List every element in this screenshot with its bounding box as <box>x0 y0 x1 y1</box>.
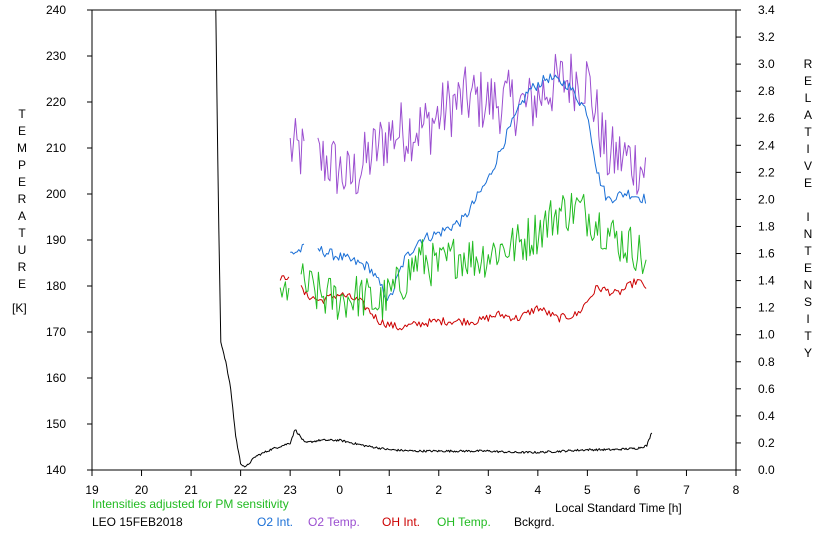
legend-item: OH Int. <box>382 515 420 529</box>
right-tick-label: 0.2 <box>758 436 775 450</box>
right-axis-title-letter: V <box>804 159 812 173</box>
left-tick-label: 180 <box>46 279 66 293</box>
x-tick-label: 3 <box>485 483 492 497</box>
right-tick-label: 2.2 <box>758 165 775 179</box>
right-axis-title-letter: I <box>806 142 809 156</box>
left-tick-label: 200 <box>46 187 66 201</box>
left-tick-label: 220 <box>46 95 66 109</box>
x-tick-label: 19 <box>85 483 99 497</box>
right-tick-label: 1.4 <box>758 274 775 288</box>
x-tick-label: 7 <box>683 483 690 497</box>
x-tick-label: 5 <box>584 483 591 497</box>
right-axis-title-letter: I <box>806 312 809 326</box>
right-axis-title-letter: T <box>804 244 812 258</box>
left-axis-unit: [K] <box>12 301 27 315</box>
right-axis-title-letter: Y <box>804 346 812 360</box>
right-axis-title-letter: E <box>804 74 812 88</box>
series-line <box>279 275 647 331</box>
left-tick-label: 160 <box>46 371 66 385</box>
right-axis-title-letter: L <box>805 91 812 105</box>
x-tick-label: 23 <box>283 483 297 497</box>
x-tick-label: 22 <box>234 483 248 497</box>
right-axis-title-letter: S <box>804 295 812 309</box>
legend-item: O2 Temp. <box>308 515 360 529</box>
left-tick-label: 170 <box>46 325 66 339</box>
x-tick-label: 21 <box>184 483 198 497</box>
right-axis-title-letter: T <box>804 125 812 139</box>
series-line <box>279 192 647 320</box>
right-tick-label: 3.2 <box>758 30 775 44</box>
left-axis-title-letter: E <box>18 124 26 138</box>
right-tick-label: 2.6 <box>758 111 775 125</box>
x-axis-title: Local Standard Time [h] <box>555 501 682 515</box>
right-tick-label: 3.0 <box>758 57 775 71</box>
left-tick-label: 190 <box>46 233 66 247</box>
adjust-note: Intensities adjusted for PM sensitivity <box>92 497 289 511</box>
right-tick-label: 2.8 <box>758 84 775 98</box>
right-axis-title-letter: I <box>806 210 809 224</box>
left-axis-title-letter: R <box>18 260 27 274</box>
x-tick-label: 6 <box>634 483 641 497</box>
right-tick-label: 0.8 <box>758 355 775 369</box>
left-tick-label: 230 <box>46 49 66 63</box>
right-tick-label: 3.4 <box>758 3 775 17</box>
right-tick-label: 0.4 <box>758 409 775 423</box>
left-axis-title-letter: T <box>18 226 26 240</box>
left-tick-label: 140 <box>46 463 66 477</box>
x-tick-label: 2 <box>435 483 442 497</box>
right-tick-label: 0.6 <box>758 382 775 396</box>
legend: O2 Int. O2 Temp. OH Int. OH Temp. Bckgrd. <box>257 515 555 529</box>
right-tick-label: 0.0 <box>758 463 775 477</box>
legend-item: Bckgrd. <box>514 515 555 529</box>
x-tick-label: 1 <box>386 483 393 497</box>
series-line <box>215 9 653 468</box>
right-axis-title-letter: N <box>804 227 813 241</box>
left-axis-title-letter: A <box>18 209 26 223</box>
left-tick-label: 210 <box>46 141 66 155</box>
right-tick-label: 2.4 <box>758 138 775 152</box>
left-axis-title-letter: U <box>18 243 27 257</box>
right-axis-title-letter: R <box>804 57 813 71</box>
left-axis-title-letter: T <box>18 107 26 121</box>
right-tick-label: 2.0 <box>758 192 775 206</box>
legend-item: OH Temp. <box>437 515 491 529</box>
right-tick-label: 1.8 <box>758 219 775 233</box>
series-line <box>290 73 647 301</box>
right-tick-label: 1.0 <box>758 328 775 342</box>
left-tick-label: 240 <box>46 3 66 17</box>
left-axis-title-letter: E <box>18 277 26 291</box>
left-tick-label: 150 <box>46 417 66 431</box>
left-axis-title-letter: P <box>18 158 26 172</box>
legend-item: O2 Int. <box>257 515 293 529</box>
station-label: LEO 15FEB2018 <box>92 515 183 529</box>
left-axis-title-letter: E <box>18 175 26 189</box>
axes-layer: 1401501601701801902002102202302400.00.20… <box>46 3 775 497</box>
right-axis-title-letter: E <box>804 176 812 190</box>
right-axis-title-letter: A <box>804 108 812 122</box>
x-tick-label: 20 <box>135 483 149 497</box>
x-tick-label: 0 <box>336 483 343 497</box>
x-tick-label: 8 <box>733 483 740 497</box>
right-axis-title-letter: E <box>804 261 812 275</box>
left-axis-title-letter: R <box>18 192 27 206</box>
x-tick-label: 4 <box>535 483 542 497</box>
right-axis-title-letter: N <box>804 278 813 292</box>
series-line <box>289 53 647 195</box>
right-tick-label: 1.6 <box>758 247 775 261</box>
left-axis-title-letter: M <box>17 141 27 155</box>
right-tick-label: 1.2 <box>758 301 775 315</box>
series-layer <box>215 9 653 468</box>
right-axis-title-letter: T <box>804 329 812 343</box>
